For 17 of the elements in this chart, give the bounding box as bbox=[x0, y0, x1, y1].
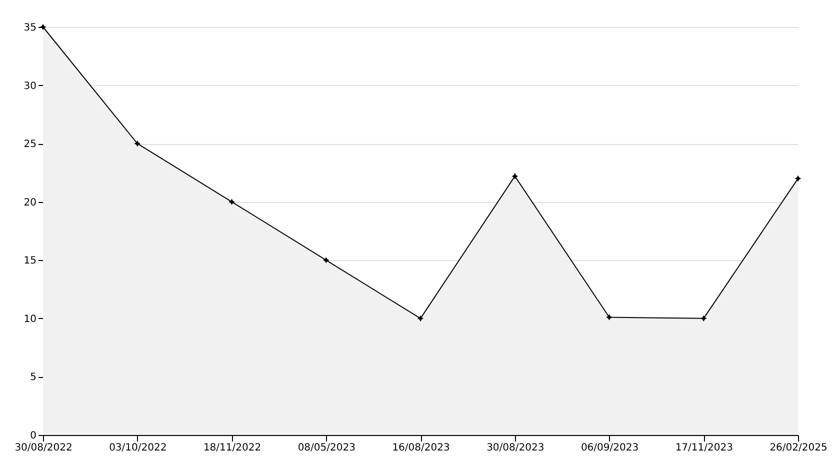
y-tick-label: 30 bbox=[24, 80, 36, 92]
x-tick-label: 16/08/2023 bbox=[392, 442, 450, 454]
x-tick-label: 06/09/2023 bbox=[580, 442, 639, 454]
x-tick-label: 30/08/2022 bbox=[14, 442, 72, 454]
x-tick-label: 26/02/2025 bbox=[770, 442, 828, 454]
y-tick-label: 20 bbox=[24, 197, 36, 208]
x-tick-label: 30/08/2023 bbox=[486, 442, 544, 454]
x-tick-label: 17/11/2023 bbox=[675, 442, 733, 454]
y-tick-label: 15 bbox=[24, 256, 36, 267]
x-tick-label: 18/11/2022 bbox=[203, 442, 262, 454]
x-tick-label: 08/05/2023 bbox=[298, 442, 356, 454]
y-tick-label: 35 bbox=[24, 22, 36, 34]
y-tick-label: 25 bbox=[24, 139, 36, 150]
y-tick-label: 5 bbox=[30, 372, 36, 384]
y-tick-label: 0 bbox=[30, 430, 36, 442]
y-tick-label: 10 bbox=[24, 314, 36, 325]
x-tick-label: 03/10/2022 bbox=[109, 442, 167, 454]
